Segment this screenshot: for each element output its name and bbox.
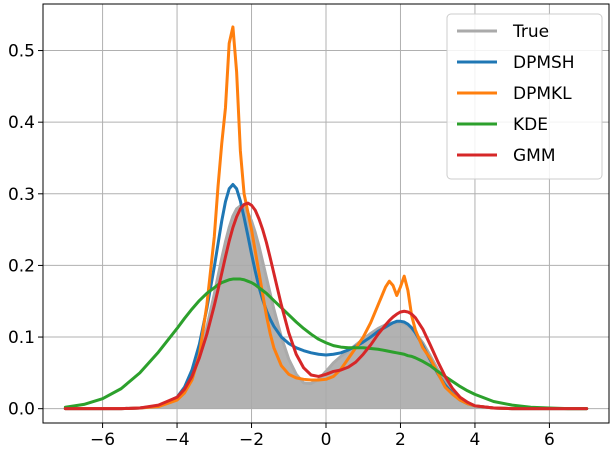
x-tick-label: 4 <box>470 430 481 449</box>
series-line-dpmkl <box>63 25 589 411</box>
y-tick-label: 0.1 <box>8 328 35 348</box>
tick-layer: −6 −4 −2 0 2 4 6 0.0 0.1 0.2 0.3 0.4 0.5 <box>8 42 555 449</box>
y-tick-label: 0.0 <box>8 400 35 420</box>
legend-label-kde: KDE <box>513 115 548 135</box>
x-tick-label: −6 <box>90 430 115 449</box>
x-tick-label: 6 <box>544 430 555 449</box>
legend: True DPMSH DPMKL KDE GMM <box>446 13 603 180</box>
y-tick-label: 0.5 <box>8 42 35 62</box>
series-line-kde <box>63 277 589 411</box>
y-tick-label: 0.2 <box>8 256 35 276</box>
line-layer <box>63 25 589 411</box>
x-tick-label: 0 <box>321 430 332 449</box>
legend-label-dpmkl: DPMKL <box>513 84 572 104</box>
legend-label-dpmsh: DPMSH <box>513 53 575 73</box>
y-tick-label: 0.3 <box>8 185 35 205</box>
legend-label-true: True <box>512 22 549 42</box>
x-tick-label: −2 <box>239 430 264 449</box>
legend-box <box>446 13 603 180</box>
series-line-gmm <box>63 201 589 411</box>
x-tick-label: −4 <box>165 430 190 449</box>
y-tick-label: 0.4 <box>8 113 35 133</box>
x-tick-label: 2 <box>395 430 406 449</box>
legend-label-gmm: GMM <box>513 146 556 166</box>
